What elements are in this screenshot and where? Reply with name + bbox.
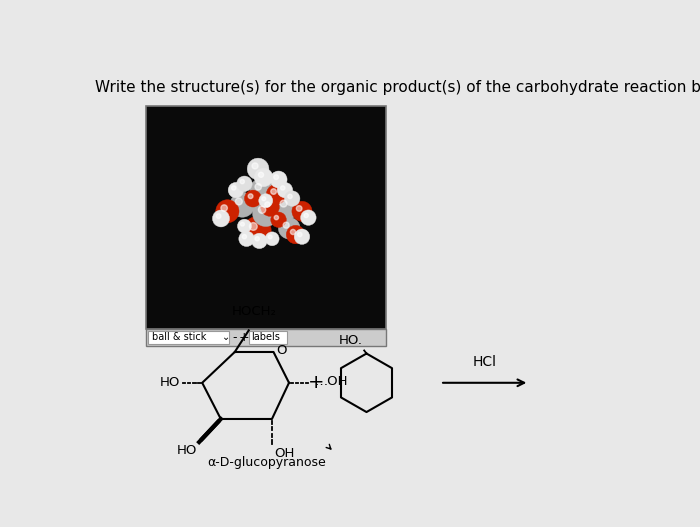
Circle shape: [239, 231, 254, 247]
Circle shape: [280, 200, 287, 207]
Circle shape: [274, 216, 279, 220]
Circle shape: [216, 214, 221, 219]
Bar: [146, 329, 386, 346]
Text: O: O: [276, 344, 286, 357]
Text: -: -: [232, 331, 237, 344]
Text: +: +: [239, 331, 249, 344]
Circle shape: [274, 194, 300, 219]
Circle shape: [244, 190, 262, 207]
Circle shape: [298, 232, 302, 237]
Circle shape: [237, 176, 252, 191]
Circle shape: [230, 192, 255, 217]
Circle shape: [259, 194, 273, 208]
Bar: [146, 105, 386, 329]
Circle shape: [251, 233, 267, 249]
Circle shape: [270, 171, 287, 188]
Text: OH: OH: [274, 447, 295, 460]
Circle shape: [258, 172, 264, 178]
Circle shape: [249, 222, 257, 230]
Text: …OH: …OH: [314, 375, 348, 388]
FancyBboxPatch shape: [148, 331, 230, 344]
Circle shape: [283, 222, 289, 228]
Circle shape: [247, 158, 269, 180]
Circle shape: [304, 213, 309, 218]
Circle shape: [277, 182, 293, 198]
FancyBboxPatch shape: [249, 331, 287, 344]
Circle shape: [254, 168, 273, 187]
Circle shape: [242, 235, 246, 239]
Circle shape: [255, 237, 260, 241]
Text: HCl: HCl: [473, 355, 497, 369]
Circle shape: [284, 191, 300, 206]
Circle shape: [292, 201, 312, 221]
Text: HO: HO: [160, 376, 180, 388]
Circle shape: [244, 217, 271, 244]
Circle shape: [274, 175, 279, 180]
Circle shape: [296, 206, 302, 211]
Circle shape: [271, 189, 277, 194]
Circle shape: [279, 218, 300, 239]
Circle shape: [271, 212, 286, 228]
Text: labels: labels: [251, 333, 280, 343]
Circle shape: [253, 200, 279, 227]
Circle shape: [255, 183, 262, 190]
Circle shape: [240, 179, 244, 184]
Text: ball & stick: ball & stick: [152, 333, 206, 343]
Circle shape: [213, 210, 230, 227]
Text: ⌄: ⌄: [222, 333, 230, 343]
Circle shape: [300, 210, 316, 226]
Circle shape: [252, 163, 258, 169]
Circle shape: [281, 186, 285, 190]
Circle shape: [290, 229, 295, 235]
Circle shape: [221, 205, 228, 211]
Circle shape: [228, 182, 244, 198]
Circle shape: [250, 179, 273, 202]
Circle shape: [235, 198, 242, 205]
Text: HOCH₂: HOCH₂: [232, 305, 276, 318]
Circle shape: [286, 226, 305, 244]
Circle shape: [294, 229, 309, 245]
Circle shape: [258, 206, 266, 213]
Circle shape: [265, 202, 270, 207]
Text: HO: HO: [177, 444, 197, 456]
Circle shape: [241, 222, 244, 226]
Circle shape: [268, 235, 272, 239]
Text: α-D-glucopyranose: α-D-glucopyranose: [208, 456, 326, 469]
Text: HO.: HO.: [339, 334, 363, 347]
Circle shape: [266, 184, 286, 204]
Circle shape: [216, 200, 239, 223]
Text: +: +: [308, 373, 324, 392]
Circle shape: [248, 194, 253, 199]
Circle shape: [262, 197, 266, 201]
Text: Write the structure(s) for the organic product(s) of the carbohydrate reaction b: Write the structure(s) for the organic p…: [95, 80, 700, 95]
Circle shape: [232, 186, 236, 190]
Circle shape: [237, 219, 251, 233]
Circle shape: [265, 232, 279, 246]
Circle shape: [288, 194, 292, 199]
Circle shape: [260, 198, 279, 216]
